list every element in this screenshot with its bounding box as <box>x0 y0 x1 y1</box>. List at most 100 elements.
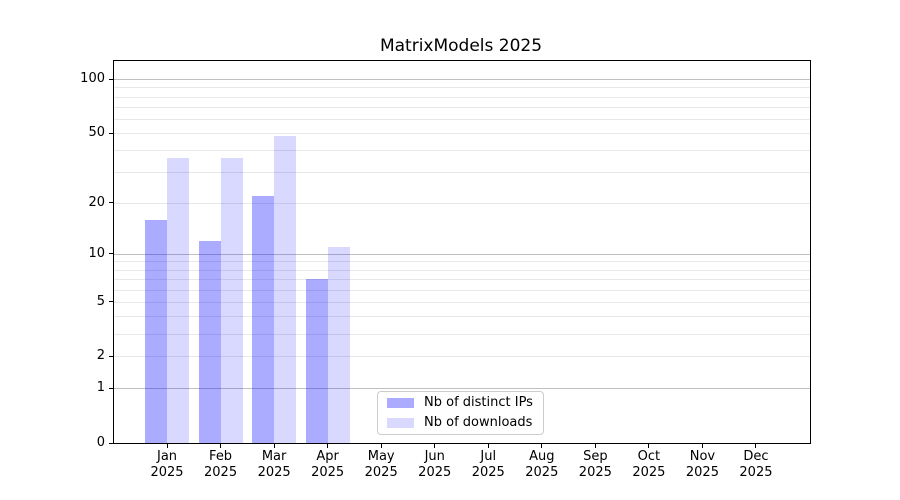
y-tick-mark <box>108 132 113 134</box>
minor-gridline <box>113 261 810 263</box>
x-tick-month: Oct <box>637 449 661 464</box>
x-tick-year: 2025 <box>257 465 291 480</box>
x-tick-label-jul: Jul 2025 <box>448 449 528 481</box>
chart-title: MatrixModels 2025 <box>379 36 543 56</box>
x-tick-year: 2025 <box>364 465 398 480</box>
x-tick-label-sep: Sep 2025 <box>555 449 635 481</box>
minor-gridline <box>113 301 810 303</box>
x-tick-mark <box>487 444 489 448</box>
major-gridline <box>113 253 810 255</box>
x-tick-mark <box>594 444 596 448</box>
minor-gridline <box>113 106 810 108</box>
y-tick-mark <box>108 253 113 255</box>
x-tick-month: May <box>367 449 395 464</box>
x-tick-mark <box>327 444 329 448</box>
bar-downloads-feb <box>220 158 243 443</box>
y-tick-label: 50 <box>88 125 105 141</box>
x-tick-label-dec: Dec 2025 <box>716 449 796 481</box>
y-tick-mark <box>108 301 113 303</box>
legend-item-downloads: Nb of downloads <box>378 415 543 431</box>
gridlines-layer <box>113 61 810 444</box>
x-tick-month: Dec <box>743 449 769 464</box>
y-tick-mark <box>108 355 113 357</box>
x-tick-year: 2025 <box>525 465 559 480</box>
minor-gridline <box>113 356 810 358</box>
legend-swatch-downloads <box>387 417 414 428</box>
x-tick-month: Mar <box>261 449 287 464</box>
y-tick-label: 100 <box>80 71 105 87</box>
minor-gridline <box>113 316 810 318</box>
bar-ips-apr <box>305 279 328 443</box>
minor-gridline <box>113 133 810 135</box>
x-tick-mark <box>541 444 543 448</box>
x-tick-label-jan: Jan 2025 <box>127 449 207 481</box>
x-tick-mark <box>166 444 168 448</box>
x-tick-year: 2025 <box>632 465 666 480</box>
x-tick-year: 2025 <box>685 465 719 480</box>
y-tick-mark <box>108 202 113 204</box>
y-tick-label: 10 <box>88 245 105 261</box>
minor-gridline <box>113 269 810 271</box>
x-tick-mark <box>648 444 650 448</box>
x-tick-year: 2025 <box>150 465 184 480</box>
y-tick-mark <box>108 78 113 80</box>
minor-gridline <box>113 118 810 120</box>
minor-gridline <box>113 150 810 152</box>
minor-gridline <box>113 279 810 281</box>
legend-label-downloads: Nb of downloads <box>424 414 533 430</box>
y-tick-label: 0 <box>96 435 105 450</box>
minor-gridline <box>113 289 810 291</box>
x-tick-month: Jul <box>480 449 497 464</box>
x-tick-label-nov: Nov 2025 <box>662 449 742 481</box>
major-gridline <box>113 79 810 81</box>
legend-swatch-distinct-ips <box>387 398 414 409</box>
legend-label-distinct-ips: Nb of distinct IPs <box>424 395 533 411</box>
x-tick-label-may: May 2025 <box>341 449 421 481</box>
plot-area <box>112 59 811 444</box>
bar-downloads-mar <box>274 136 297 443</box>
x-tick-label-oct: Oct 2025 <box>609 449 689 481</box>
bar-ips-feb <box>198 240 221 443</box>
x-tick-month: Nov <box>689 449 716 464</box>
x-tick-label-mar: Mar 2025 <box>234 449 314 481</box>
x-tick-year: 2025 <box>311 465 345 480</box>
x-tick-month: Jan <box>157 449 178 464</box>
x-tick-label-feb: Feb 2025 <box>181 449 261 481</box>
bar-ips-mar <box>252 195 275 443</box>
bar-ips-jan <box>145 219 168 443</box>
minor-gridline <box>113 172 810 174</box>
x-tick-month: Apr <box>316 449 339 464</box>
x-tick-month: Feb <box>209 449 233 464</box>
y-tick-label: 5 <box>96 293 105 309</box>
legend-item-distinct-ips: Nb of distinct IPs <box>378 395 543 411</box>
x-tick-mark <box>434 444 436 448</box>
x-tick-year: 2025 <box>418 465 452 480</box>
y-tick-label: 1 <box>96 380 105 396</box>
y-tick-mark <box>108 387 113 389</box>
x-tick-month: Aug <box>529 449 555 464</box>
y-tick-label: 20 <box>88 194 105 210</box>
bar-downloads-apr <box>327 247 350 443</box>
y-tick-label: 2 <box>96 348 105 364</box>
x-tick-mark <box>701 444 703 448</box>
y-tick-mark <box>108 442 113 444</box>
legend: Nb of distinct IPs Nb of downloads <box>377 391 544 435</box>
x-tick-month: Jun <box>424 449 445 464</box>
x-tick-month: Sep <box>583 449 608 464</box>
bars-layer <box>114 61 810 443</box>
minor-gridline <box>113 96 810 98</box>
x-tick-year: 2025 <box>739 465 773 480</box>
x-tick-mark <box>380 444 382 448</box>
x-tick-label-jun: Jun 2025 <box>395 449 475 481</box>
x-tick-mark <box>273 444 275 448</box>
minor-gridline <box>113 333 810 335</box>
minor-gridline <box>113 202 810 204</box>
x-tick-mark <box>755 444 757 448</box>
x-tick-label-apr: Apr 2025 <box>288 449 368 481</box>
bar-downloads-jan <box>167 158 190 443</box>
x-tick-year: 2025 <box>471 465 505 480</box>
x-tick-year: 2025 <box>578 465 612 480</box>
x-tick-year: 2025 <box>204 465 238 480</box>
x-tick-label-aug: Aug 2025 <box>502 449 582 481</box>
